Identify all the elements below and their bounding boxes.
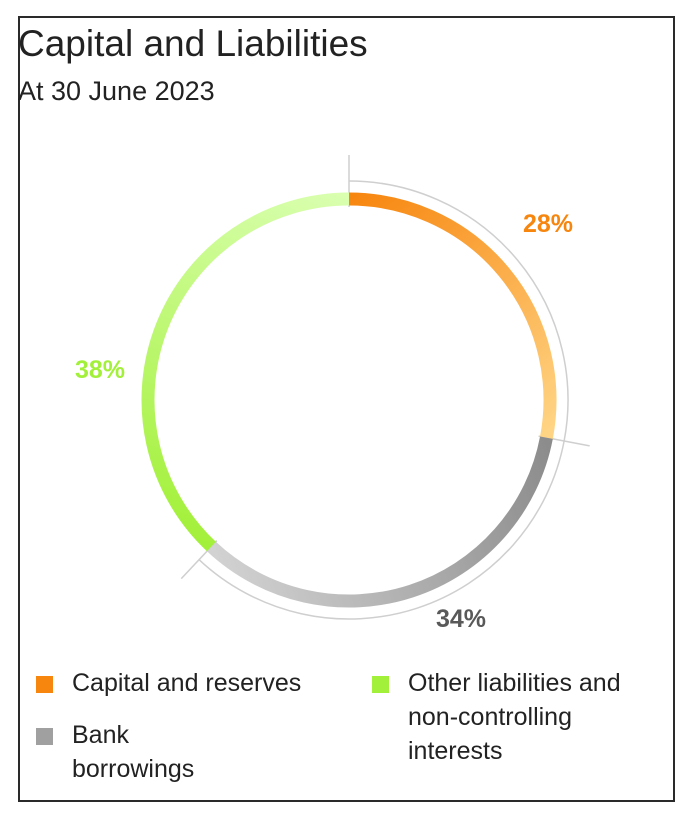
legend-swatch	[36, 676, 53, 693]
donut-slice	[206, 436, 553, 608]
slice-callout-arc	[198, 440, 565, 620]
slice-value-label: 38%	[75, 356, 125, 384]
chart-subtitle: At 30 June 2023	[18, 76, 215, 106]
legend-label: Other liabilities and non-controlling in…	[408, 669, 621, 765]
slice-callout-arc	[348, 180, 569, 442]
chart-card	[18, 16, 675, 802]
legend-item-bank-borrowings: Bank borrowings	[36, 718, 194, 786]
legend-label: Capital and reserves	[72, 669, 302, 697]
slice-value-label: 28%	[523, 210, 573, 238]
legend-item-other-liabilities: Other liabilities and non-controlling in…	[372, 666, 621, 768]
legend-label: Bank borrowings	[72, 721, 195, 783]
chart-title: Capital and Liabilities	[18, 23, 368, 64]
legend-swatch	[36, 728, 53, 745]
slice-value-label: 34%	[436, 605, 486, 633]
legend-swatch	[372, 676, 389, 693]
legend-item-capital-and-reserves: Capital and reserves	[36, 666, 301, 700]
donut-slice	[348, 192, 557, 439]
donut-slice	[141, 192, 350, 552]
